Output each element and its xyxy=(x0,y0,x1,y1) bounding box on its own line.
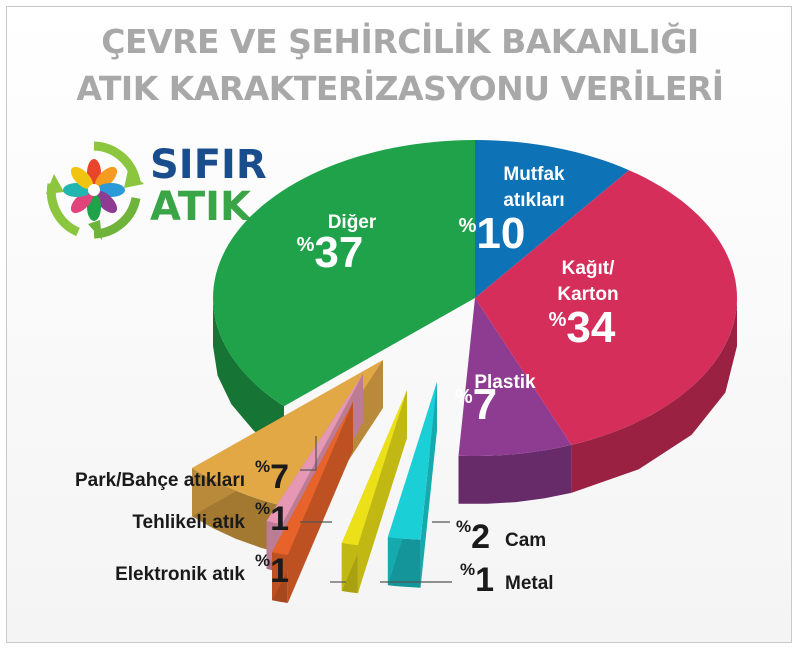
data-label-value: %37 xyxy=(297,228,364,277)
title-line-1: ÇEVRE VE ŞEHİRCİLİK BAKANLIĞI xyxy=(101,22,699,61)
data-label-value: %2 xyxy=(456,517,490,556)
data-label-value: %1 xyxy=(460,560,494,599)
data-label-name: Metal xyxy=(505,573,554,594)
data-label-name: Kağıt/Karton xyxy=(557,258,618,305)
pie-slice-plastik xyxy=(458,298,572,504)
data-label-value: %1 xyxy=(255,551,289,590)
recycle-flower-icon xyxy=(46,141,144,240)
title-line-2: ATIK KARAKTERİZASYONU VERİLERİ xyxy=(76,69,724,108)
data-label-name: Elektronik atık xyxy=(115,564,245,585)
pie-slice-mutfak-atiklari xyxy=(475,140,629,298)
logo-text-line-1: SIFIR xyxy=(150,142,267,188)
data-label-name: Park/Bahçe atıkları xyxy=(75,470,245,491)
data-label-value: %7 xyxy=(255,457,289,496)
pie-slice-cam xyxy=(387,382,437,588)
logo-text-line-2: ATIK xyxy=(150,184,252,230)
data-label-name: Cam xyxy=(505,530,546,551)
pie-slice-diger xyxy=(213,140,475,455)
chart-title: ÇEVRE VE ŞEHİRCİLİK BAKANLIĞI ATIK KARAK… xyxy=(0,18,800,112)
pie-slice-elektronik-atik xyxy=(272,402,353,604)
data-label-value: %7 xyxy=(455,380,497,429)
data-label-name: Diğer xyxy=(328,212,377,233)
data-label-value: %10 xyxy=(459,209,526,258)
pie-slice-metal xyxy=(341,390,407,594)
data-label-name: Plastik xyxy=(474,372,536,393)
data-label-name: Tehlikeli atık xyxy=(132,512,245,533)
data-label-name: Mutfak atıkları xyxy=(503,164,565,211)
data-label-value: %34 xyxy=(549,303,616,352)
pie-slice-kagit-karton xyxy=(475,170,737,493)
data-label-value: %1 xyxy=(255,499,289,538)
